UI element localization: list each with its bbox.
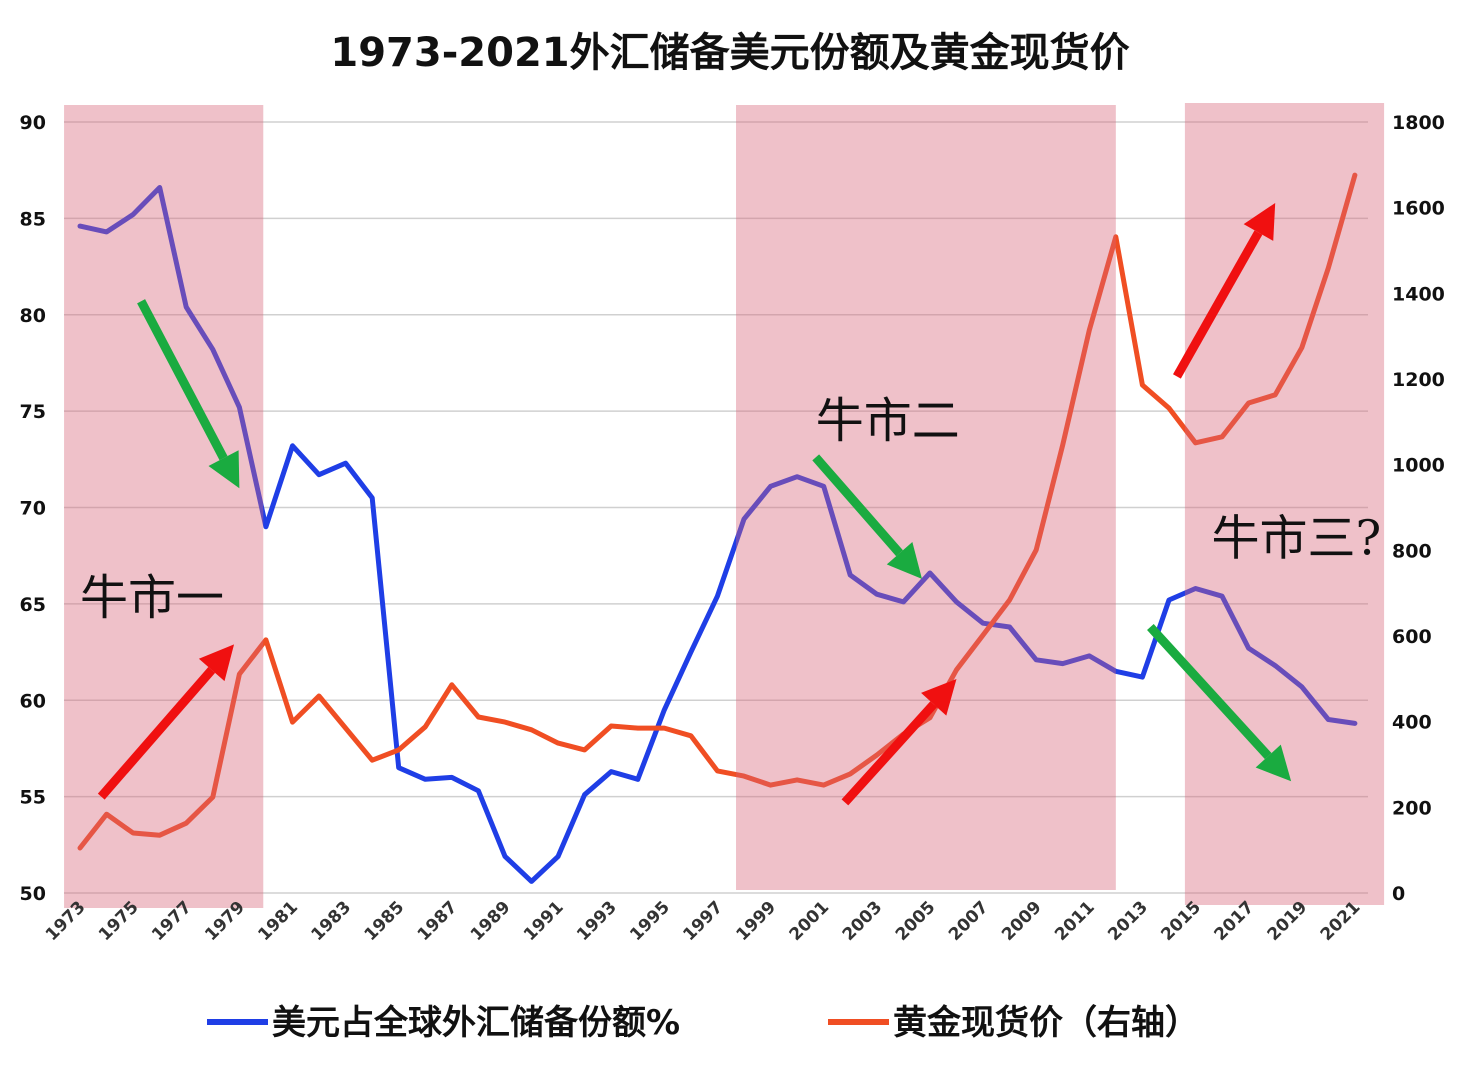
x-tick-label: 1989 bbox=[467, 897, 515, 945]
y-right-tick-label: 1000 bbox=[1392, 455, 1445, 477]
y-axis-right: 0 200 400 600 800 1000 1200 1400 1600 1800 bbox=[1392, 112, 1445, 905]
shaded-region bbox=[736, 105, 1116, 890]
x-tick-label: 1997 bbox=[679, 897, 727, 945]
legend: 美元占全球外汇储备份额% 黄金现货价（右轴） bbox=[207, 1003, 1199, 1043]
y-axis-left: 50 55 60 65 70 75 80 85 90 bbox=[20, 112, 46, 905]
y-right-tick-label: 0 bbox=[1392, 883, 1405, 905]
x-tick-label: 2005 bbox=[892, 897, 940, 945]
shaded-region bbox=[64, 105, 263, 908]
x-tick-label: 1991 bbox=[520, 897, 568, 945]
x-tick-label: 1999 bbox=[732, 897, 780, 945]
x-tick-label: 1985 bbox=[361, 897, 409, 945]
y-left-tick-label: 85 bbox=[20, 208, 46, 230]
y-right-tick-label: 1800 bbox=[1392, 112, 1445, 134]
chart-title: 1973-2021外汇储备美元份额及黄金现货价 bbox=[330, 30, 1129, 76]
x-tick-label: 1987 bbox=[414, 897, 462, 945]
x-tick-label: 2007 bbox=[945, 897, 993, 945]
annotation-label: 牛市三? bbox=[1211, 510, 1381, 566]
shaded-regions bbox=[64, 103, 1384, 908]
y-right-tick-label: 800 bbox=[1392, 540, 1432, 562]
series-lines bbox=[80, 175, 1355, 882]
y-left-tick-label: 55 bbox=[20, 787, 46, 809]
y-left-tick-label: 70 bbox=[20, 498, 46, 520]
x-tick-label: 2009 bbox=[998, 897, 1046, 945]
x-tick-label: 2013 bbox=[1104, 897, 1152, 945]
y-left-tick-label: 50 bbox=[20, 883, 46, 905]
usd-share-line bbox=[80, 188, 1355, 882]
x-tick-label: 2015 bbox=[1157, 897, 1205, 945]
x-tick-label: 1983 bbox=[308, 897, 356, 945]
y-right-tick-label: 1600 bbox=[1392, 198, 1445, 220]
y-left-tick-label: 90 bbox=[20, 112, 46, 134]
y-right-tick-label: 1200 bbox=[1392, 369, 1445, 391]
y-left-tick-label: 75 bbox=[20, 401, 46, 423]
y-left-tick-label: 65 bbox=[20, 594, 46, 616]
y-right-tick-label: 600 bbox=[1392, 626, 1432, 648]
x-tick-label: 2003 bbox=[839, 897, 887, 945]
annotation-label: 牛市二 bbox=[816, 393, 960, 449]
y-left-tick-label: 80 bbox=[20, 305, 46, 327]
x-tick-label: 2011 bbox=[1051, 897, 1099, 945]
y-left-tick-label: 60 bbox=[20, 690, 46, 712]
shaded-region bbox=[1185, 103, 1384, 905]
annotation-label: 牛市一 bbox=[80, 570, 224, 626]
legend-label-gold: 黄金现货价（右轴） bbox=[893, 1003, 1199, 1043]
x-tick-label: 1993 bbox=[573, 897, 621, 945]
x-tick-label: 2001 bbox=[786, 897, 834, 945]
y-right-tick-label: 200 bbox=[1392, 797, 1432, 819]
y-right-tick-label: 1400 bbox=[1392, 283, 1445, 305]
legend-label-usd-share: 美元占全球外汇储备份额% bbox=[272, 1003, 680, 1043]
y-right-tick-label: 400 bbox=[1392, 712, 1432, 734]
x-tick-label: 1995 bbox=[626, 897, 674, 945]
